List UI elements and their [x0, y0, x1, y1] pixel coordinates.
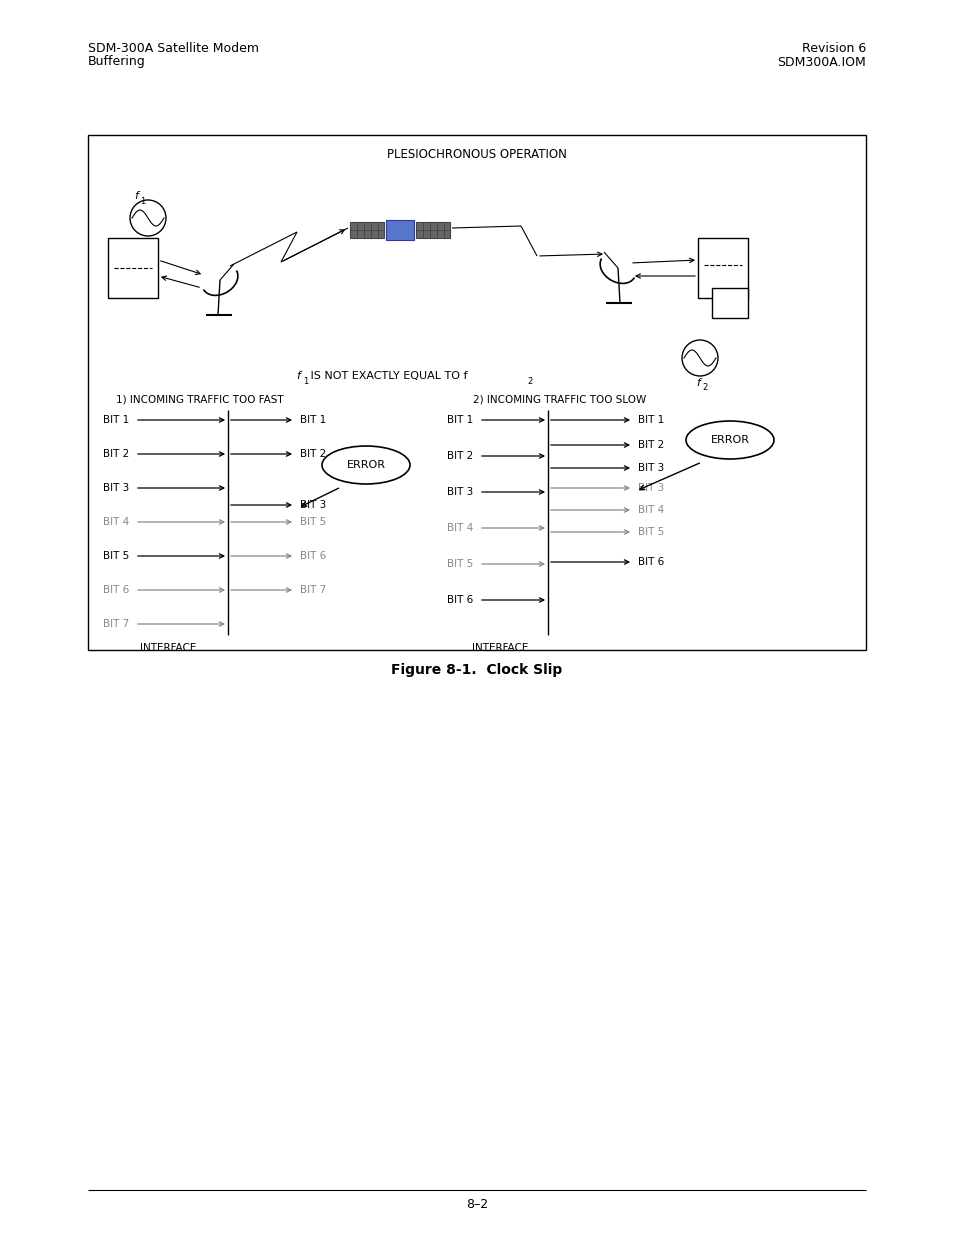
Text: BIT 5: BIT 5 [638, 527, 663, 537]
Text: BIT 2: BIT 2 [299, 450, 326, 459]
Text: 2) INCOMING TRAFFIC TOO SLOW: 2) INCOMING TRAFFIC TOO SLOW [473, 395, 646, 405]
Text: BIT 2: BIT 2 [447, 451, 473, 461]
Text: BIT 7: BIT 7 [103, 619, 129, 629]
Text: BIT 3: BIT 3 [638, 483, 663, 493]
Text: f: f [133, 191, 138, 201]
Text: BIT 6: BIT 6 [638, 557, 663, 567]
Text: BIT 5: BIT 5 [103, 551, 129, 561]
Text: ERROR: ERROR [346, 459, 385, 471]
Text: BIT 1: BIT 1 [638, 415, 663, 425]
Text: BIT 6: BIT 6 [103, 585, 129, 595]
Text: BIT 5: BIT 5 [299, 517, 326, 527]
Bar [416, 222, 450, 238]
Text: 8–2: 8–2 [465, 1198, 488, 1212]
Text: BIT 3: BIT 3 [103, 483, 129, 493]
Text: BIT 4: BIT 4 [638, 505, 663, 515]
Text: f: f [696, 378, 700, 388]
Bar [350, 222, 384, 238]
Text: BIT 4: BIT 4 [103, 517, 129, 527]
Bar [698, 238, 747, 298]
Text: BIT 6: BIT 6 [299, 551, 326, 561]
Bar [88, 135, 865, 650]
Text: BIT 7: BIT 7 [299, 585, 326, 595]
Text: BIT 4: BIT 4 [447, 522, 473, 534]
Text: 1) INCOMING TRAFFIC TOO FAST: 1) INCOMING TRAFFIC TOO FAST [116, 395, 283, 405]
Text: 1: 1 [303, 377, 308, 385]
Text: BIT 1: BIT 1 [447, 415, 473, 425]
Text: Revision 6: Revision 6 [801, 42, 865, 54]
Text: BIT 1: BIT 1 [299, 415, 326, 425]
Text: BIT 2: BIT 2 [638, 440, 663, 450]
Bar [108, 238, 158, 298]
Text: BIT 3: BIT 3 [447, 487, 473, 496]
Text: BIT 3: BIT 3 [638, 463, 663, 473]
Text: INTERFACE: INTERFACE [472, 643, 528, 653]
Text: 2: 2 [701, 384, 706, 393]
Text: IS NOT EXACTLY EQUAL TO f: IS NOT EXACTLY EQUAL TO f [307, 370, 467, 382]
Text: BIT 1: BIT 1 [103, 415, 129, 425]
Text: BIT 3: BIT 3 [299, 500, 326, 510]
Text: SDM300A.IOM: SDM300A.IOM [777, 56, 865, 68]
Bar [386, 220, 414, 240]
Text: f: f [295, 370, 299, 382]
Text: Figure 8-1.  Clock Slip: Figure 8-1. Clock Slip [391, 663, 562, 677]
Text: BIT 2: BIT 2 [103, 450, 129, 459]
Text: BIT 5: BIT 5 [447, 559, 473, 569]
Bar [711, 288, 747, 317]
Text: INTERFACE: INTERFACE [140, 643, 196, 653]
Text: SDM-300A Satellite Modem: SDM-300A Satellite Modem [88, 42, 258, 54]
Text: PLESIOCHRONOUS OPERATION: PLESIOCHRONOUS OPERATION [387, 148, 566, 162]
Text: 1: 1 [140, 196, 145, 205]
Text: 2: 2 [526, 377, 532, 385]
Text: BIT 6: BIT 6 [447, 595, 473, 605]
Text: ERROR: ERROR [710, 435, 749, 445]
Text: Buffering: Buffering [88, 56, 146, 68]
